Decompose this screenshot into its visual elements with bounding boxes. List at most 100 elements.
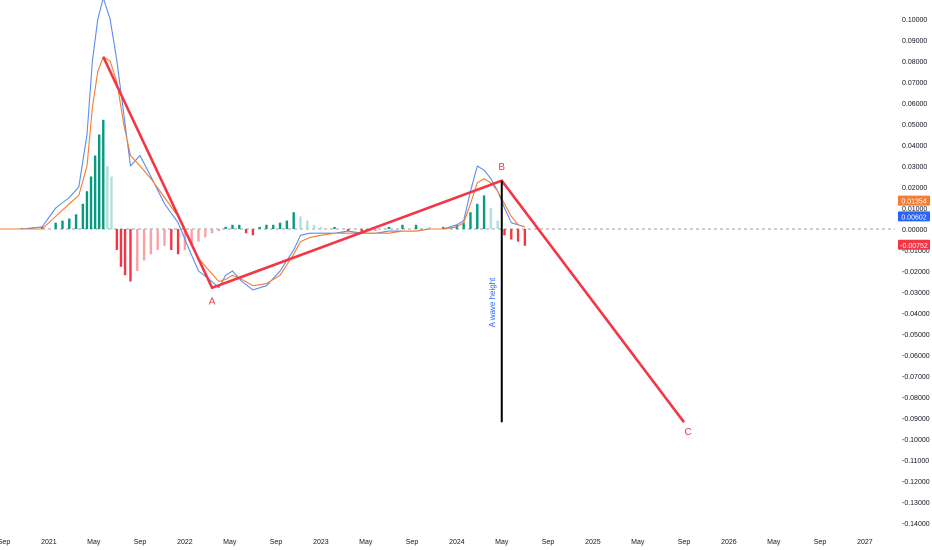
y-tick-label: 0.05000 — [902, 122, 927, 129]
x-tick-label: Sep — [270, 539, 283, 546]
histogram-bar — [319, 226, 323, 229]
histogram-bar — [102, 119, 105, 229]
histogram-bar — [244, 229, 248, 234]
x-tick-label: 2023 — [313, 539, 329, 546]
histogram-bar — [387, 226, 391, 229]
x-tick-label: 2024 — [449, 539, 465, 546]
histogram-bar — [176, 229, 180, 255]
histogram-bar — [516, 229, 520, 242]
x-axis: Sep 2021 May Sep 2022 May Sep 2023 May Sep 2024 May… — [0, 539, 873, 546]
histogram-bar — [401, 224, 404, 229]
histogram-bar — [156, 229, 159, 250]
y-axis: 0.10000 0.09000 0.08000 0.07000 0.06000 0.050… — [898, 17, 930, 528]
histogram-bar — [414, 224, 418, 229]
y-tick-label: 0.09000 — [902, 38, 927, 45]
x-tick-label: May — [223, 539, 237, 546]
x-tick-label: Sep — [134, 539, 147, 546]
histogram-bar — [469, 212, 472, 229]
histogram-bar — [238, 224, 241, 229]
histogram-bar — [312, 224, 316, 229]
histogram-bar — [61, 220, 64, 229]
annotation-label-1: B — [498, 162, 505, 173]
histogram-bar — [110, 176, 113, 229]
histogram-bar — [217, 229, 221, 232]
histogram-bar — [98, 134, 101, 229]
histogram-bar — [428, 226, 431, 229]
histogram-bar — [346, 229, 350, 232]
histogram-bar — [285, 220, 289, 229]
x-tick-label: Sep — [678, 539, 691, 546]
x-tick-label: 2025 — [585, 539, 601, 546]
y-tick-label: -0.09000 — [902, 416, 930, 423]
histogram-bar — [106, 166, 109, 229]
y-tick-label: 0.04000 — [902, 143, 927, 150]
histogram-bar — [170, 229, 173, 250]
y-tick-label: -0.11000 — [902, 458, 929, 465]
histogram-bar — [74, 214, 78, 229]
histogram-bar — [81, 203, 85, 229]
y-tick-label: 0.03000 — [902, 164, 927, 171]
histogram-bar — [278, 222, 282, 229]
y-tick-label: -0.08000 — [902, 395, 930, 402]
histogram-bar — [54, 222, 57, 229]
histogram-bar — [197, 229, 200, 242]
y-tick-label: 0.07000 — [902, 80, 927, 87]
chart-series-lines — [0, 0, 526, 291]
y-tick-label: -0.03000 — [902, 290, 930, 297]
histogram-bar — [210, 229, 214, 234]
y-tick-label: 0.02000 — [902, 185, 927, 192]
histogram-bar — [258, 226, 261, 229]
histogram-bar — [482, 195, 486, 229]
x-tick-label: May — [767, 539, 781, 546]
histogram-bar — [360, 229, 363, 234]
annotation-label-3: A wave height — [488, 277, 497, 328]
histogram-bar — [190, 229, 193, 246]
x-tick-label: 2022 — [177, 539, 193, 546]
y-tick-label: -0.14000 — [902, 521, 930, 528]
x-tick-label: May — [359, 539, 373, 546]
histogram-bar — [142, 229, 146, 261]
histogram-bar — [523, 229, 527, 246]
histogram-bar — [496, 220, 499, 229]
histogram-bar — [129, 229, 132, 282]
histogram-bar — [68, 218, 71, 229]
x-tick-label: May — [87, 539, 101, 546]
histogram-bar — [204, 229, 207, 238]
histogram-bar — [89, 176, 93, 229]
histogram-bar — [510, 229, 513, 240]
histogram-bar — [123, 229, 127, 276]
y-tick-label: -0.06000 — [902, 353, 930, 360]
histogram-bar — [163, 229, 166, 246]
histogram-bar — [224, 226, 227, 229]
histogram-bar — [374, 229, 377, 232]
histogram-bar — [40, 226, 44, 229]
histogram-bar — [503, 229, 506, 236]
chart-annotations: A B C A wave height — [102, 56, 692, 438]
histogram-bar — [462, 222, 465, 229]
x-tick-label: Sep — [814, 539, 827, 546]
x-tick-label: Sep — [542, 539, 555, 546]
y-tick-label: -0.01000 — [902, 248, 930, 255]
histogram-bar — [272, 224, 275, 229]
wave-line-0 — [102, 56, 686, 423]
annotation-label-0: A — [209, 297, 216, 308]
x-tick-label: 2021 — [41, 539, 57, 546]
y-tick-label: 0.08000 — [902, 59, 927, 66]
y-tick-label: -0.10000 — [902, 437, 930, 444]
y-tick-label: 0.00000 — [902, 227, 927, 234]
histogram-bar — [476, 203, 479, 229]
x-tick-label: May — [495, 539, 509, 546]
histogram-bar — [231, 224, 234, 229]
x-tick-label: 2027 — [857, 539, 873, 546]
x-tick-label: Sep — [0, 539, 10, 546]
histogram-bar — [85, 191, 89, 229]
price-tag: 0.01354 — [898, 195, 930, 206]
histogram-bar — [292, 212, 295, 229]
histogram-bar — [299, 216, 302, 229]
y-tick-label: -0.12000 — [902, 479, 930, 486]
price-tag: 0.00602 — [898, 211, 930, 222]
histogram-bar — [442, 226, 445, 229]
series-line-0 — [0, 0, 526, 291]
y-tick-label: -0.02000 — [902, 269, 930, 276]
